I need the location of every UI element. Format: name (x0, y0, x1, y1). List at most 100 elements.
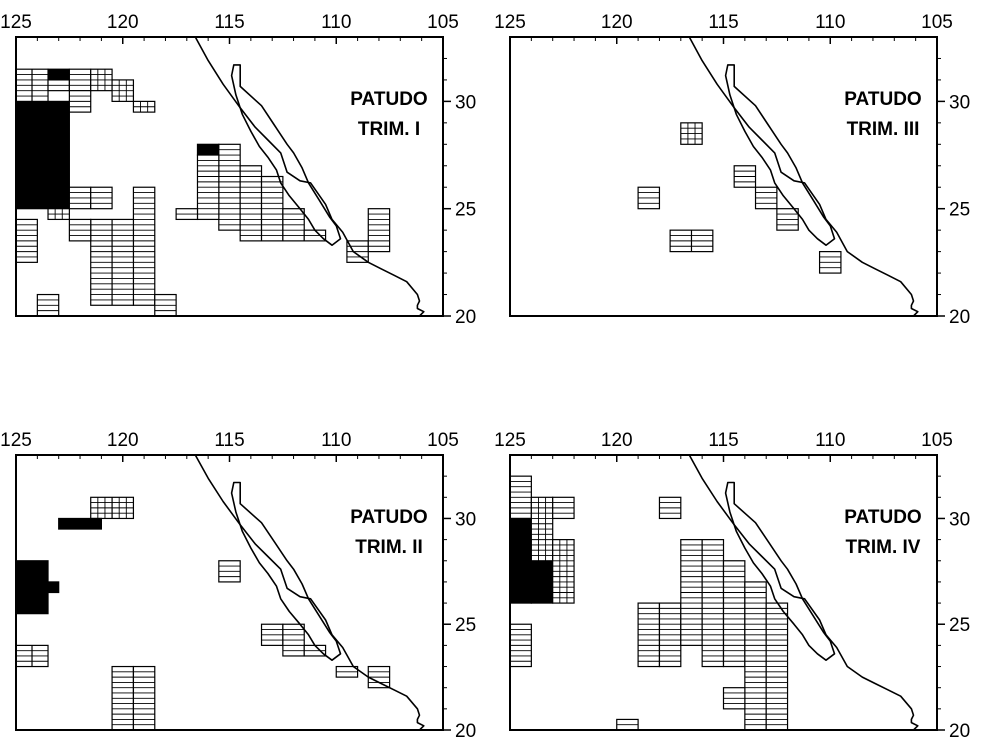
catch-block-hlines (260, 623, 284, 646)
catch-block-hlines (47, 79, 70, 92)
map-content (637, 37, 919, 316)
catch-block-hlines (510, 475, 532, 520)
catch-block-fill (196, 143, 220, 156)
baja-peninsula-coastline (230, 64, 342, 246)
catch-block-hlines (744, 581, 767, 730)
catch-block-fill (510, 517, 532, 604)
mainland-coastline (194, 455, 425, 730)
lat-tick-label: 20 (949, 721, 970, 742)
catch-block-hlines (669, 229, 714, 253)
lon-tick-label: 105 (921, 430, 953, 451)
catch-block-grid (47, 208, 70, 221)
catch-block-hlines (303, 229, 327, 242)
lat-tick-label: 30 (455, 509, 476, 530)
catch-block-fill (58, 517, 103, 530)
lon-tick-label: 120 (601, 12, 633, 33)
catch-block-hlines (637, 602, 661, 668)
catch-block-hlines (754, 186, 778, 210)
lat-tick-label: 30 (455, 92, 476, 113)
catch-block-hlines (154, 293, 177, 316)
lat-tick-label: 30 (949, 509, 970, 530)
catch-block-grid (530, 496, 554, 562)
catch-block-hlines (680, 539, 703, 646)
lon-tick-label: 120 (107, 430, 139, 451)
catch-block-hlines (733, 165, 757, 188)
catch-block-hlines (68, 218, 92, 242)
catch-block-hlines (282, 208, 305, 242)
panel-species-label: PATUDO (844, 89, 921, 110)
lat-tick-label: 20 (455, 307, 476, 328)
map-content (16, 37, 425, 316)
map-panel-trim-1: 125 120 115 110 105 30 25 20 PATUDO TRIM. I (0, 12, 476, 328)
catch-block-hlines (335, 665, 359, 678)
mainland-coastline (688, 455, 919, 730)
catch-block-grid (90, 68, 113, 92)
catch-block-hlines (765, 602, 789, 730)
catch-block-solid (47, 68, 70, 81)
catch-block-fill (47, 581, 60, 594)
baja-peninsula-coastline (724, 64, 836, 246)
baja-peninsula-coastline (724, 481, 836, 662)
panel-period-label: TRIM. III (847, 119, 920, 140)
lat-tick-label: 20 (949, 307, 970, 328)
mainland-coastline (194, 37, 425, 316)
catch-block-hlines (16, 218, 38, 263)
catch-block-solid (16, 100, 70, 210)
catch-block-hlines (68, 68, 92, 92)
lon-tick-label: 105 (427, 430, 459, 451)
panel-species-label: PATUDO (844, 507, 921, 528)
catch-block-hlines (90, 186, 113, 210)
catch-block-hlines (818, 251, 842, 274)
lon-tick-label: 110 (815, 430, 845, 451)
map-panel-trim-4: 125 120 115 110 105 30 25 20 PATUDO TRIM. IV (494, 430, 970, 742)
catch-block-hlines (510, 623, 532, 668)
lat-tick-label: 20 (455, 721, 476, 742)
baja-peninsula-coastline (230, 481, 342, 662)
catch-block-hlines (218, 143, 241, 231)
catch-block-solid (47, 581, 60, 594)
map-frame (509, 36, 938, 317)
catch-block-hlines (90, 218, 135, 306)
catch-block-hlines (346, 240, 369, 263)
lon-tick-label: 105 (921, 12, 953, 33)
lon-tick-label: 115 (214, 430, 244, 451)
lat-tick-label: 25 (455, 200, 476, 221)
lon-tick-label: 110 (815, 12, 845, 33)
lon-tick-label: 105 (427, 12, 459, 33)
catch-block-hlines (68, 90, 92, 113)
catch-block-hlines (196, 154, 220, 221)
panel-period-label: TRIM. II (355, 537, 423, 558)
catch-block-hlines (175, 208, 199, 221)
lat-tick-label: 25 (455, 615, 476, 636)
lon-tick-label: 125 (0, 430, 32, 451)
lon-tick-label: 115 (214, 12, 244, 33)
lon-tick-label: 125 (494, 430, 526, 451)
catch-block-hlines (218, 560, 241, 583)
lon-tick-label: 110 (321, 430, 351, 451)
catch-block-hlines (552, 496, 575, 520)
panel-species-label: PATUDO (350, 507, 427, 528)
catch-block-grid (552, 539, 575, 604)
catch-block-grid (680, 122, 703, 145)
lon-tick-label: 120 (107, 12, 139, 33)
catch-block-fill (530, 560, 554, 604)
catch-block-hlines (16, 644, 49, 668)
catch-block-fill (16, 100, 70, 210)
catch-block-hlines (658, 602, 682, 668)
mainland-coastline (688, 37, 919, 316)
map-panel-trim-3: 125 120 115 110 105 30 25 20 PATUDO TRIM. III (494, 12, 970, 328)
lon-tick-label: 110 (321, 12, 351, 33)
catch-block-hlines (36, 293, 60, 316)
catch-block-hlines (367, 208, 391, 253)
lon-tick-label: 125 (0, 12, 32, 33)
map-panel-trim-2: 125 120 115 110 105 30 25 20 PATUDO TRIM. II (0, 430, 476, 742)
catch-block-hlines (303, 644, 327, 657)
catch-block-hlines (658, 496, 682, 520)
catch-block-solid (530, 560, 554, 604)
lon-tick-label: 115 (708, 430, 738, 451)
panel-period-label: TRIM. I (358, 119, 420, 140)
catch-block-hlines (132, 665, 156, 730)
map-content (16, 455, 425, 730)
catch-block-hlines (616, 718, 639, 730)
